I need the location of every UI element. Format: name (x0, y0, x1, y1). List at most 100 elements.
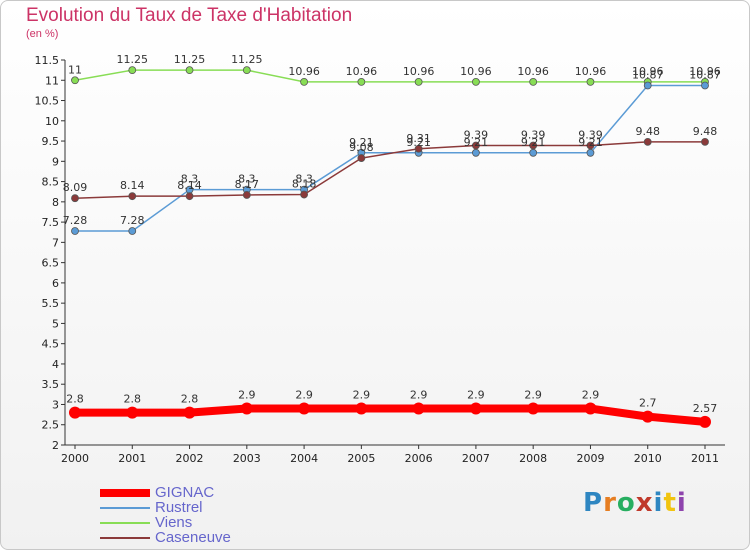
y-tick-label: 9.5 (42, 135, 60, 148)
data-label-rustrel: 9.21 (521, 136, 546, 149)
x-tick-label: 2005 (347, 452, 375, 465)
legend-swatch (100, 489, 150, 497)
y-tick-label: 3 (52, 398, 59, 411)
data-label-caseneuve: 9.48 (635, 125, 660, 138)
y-tick-label: 10.5 (35, 95, 60, 108)
y-tick-label: 5.5 (42, 297, 60, 310)
data-point-rustrel (128, 227, 137, 235)
data-label-caseneuve: 8.18 (292, 178, 317, 191)
data-point-rustrel (643, 81, 652, 90)
data-label-viens: 11.25 (231, 53, 263, 66)
y-tick-label: 4 (52, 358, 59, 371)
data-label-rustrel: 8.3 (181, 173, 199, 186)
data-point-gignac (126, 406, 139, 419)
y-tick-label: 10 (45, 115, 59, 128)
legend-label: Rustrel (155, 499, 203, 516)
data-point-viens (586, 77, 595, 86)
series-line-rustrel (74, 84, 706, 232)
y-tick-label: 3.5 (42, 378, 60, 391)
y-tick-label: 7.5 (42, 216, 60, 229)
data-point-caseneuve (586, 141, 595, 150)
data-label-viens: 10.96 (403, 65, 435, 78)
logo-letter: i (676, 488, 687, 518)
data-label-viens: 10.96 (460, 65, 492, 78)
data-label-gignac: 2.9 (353, 389, 371, 402)
data-label-gignac: 2.9 (582, 389, 600, 402)
data-label-gignac: 2.8 (66, 393, 84, 406)
data-point-gignac (298, 402, 311, 415)
legend-swatch (100, 537, 150, 539)
data-point-rustrel (529, 148, 538, 157)
data-point-viens (357, 77, 366, 86)
data-label-rustrel: 8.3 (295, 173, 313, 186)
data-point-caseneuve (529, 141, 538, 150)
data-label-gignac: 2.9 (524, 389, 542, 402)
data-point-viens (300, 77, 308, 86)
data-point-viens (472, 77, 480, 86)
y-tick-label: 4.5 (42, 338, 60, 351)
data-point-caseneuve (643, 137, 652, 146)
y-tick-label: 11 (45, 74, 59, 87)
proxiti-logo: Proxiti (583, 488, 687, 518)
data-label-gignac: 2.8 (124, 393, 142, 406)
data-point-caseneuve (414, 144, 423, 153)
logo-letter: x (635, 488, 654, 518)
data-label-gignac: 2.8 (181, 393, 199, 406)
data-label-caseneuve: 8.14 (120, 179, 145, 192)
data-label-caseneuve: 8.14 (177, 179, 202, 192)
data-label-caseneuve: 9.48 (693, 125, 718, 138)
data-point-caseneuve (357, 154, 366, 162)
data-point-gignac (527, 402, 540, 415)
data-label-caseneuve: 8.17 (235, 178, 260, 191)
data-label-caseneuve: 9.31 (406, 132, 431, 145)
logo-letter: i (653, 488, 664, 518)
legend-label: Caseneuve (155, 529, 231, 546)
data-label-rustrel: 10.87 (689, 69, 721, 82)
data-point-gignac (355, 402, 368, 415)
data-label-viens: 11 (68, 63, 82, 76)
data-label-gignac: 2.9 (238, 389, 256, 402)
y-tick-label: 6 (52, 277, 59, 290)
data-label-caseneuve: 9.39 (578, 129, 603, 142)
data-point-viens (71, 76, 79, 85)
data-point-gignac (699, 415, 711, 428)
data-label-viens: 10.96 (575, 65, 607, 78)
series-line-viens (74, 69, 706, 83)
data-label-caseneuve: 9.08 (349, 141, 374, 154)
data-point-caseneuve (701, 137, 709, 146)
data-point-gignac (641, 410, 654, 423)
chart-title: Evolution du Taux de Taxe d'Habitation (26, 5, 353, 26)
legend-swatch (100, 507, 150, 509)
data-point-rustrel (472, 148, 480, 157)
data-point-viens (529, 77, 538, 86)
legend-label: GIGNAC (155, 484, 215, 501)
x-tick-label: 2000 (61, 452, 89, 465)
data-label-viens: 10.96 (632, 65, 664, 78)
data-label-caseneuve: 9.39 (464, 129, 489, 142)
x-tick-label: 2004 (290, 452, 318, 465)
data-point-viens (414, 77, 423, 86)
data-label-rustrel: 9.21 (349, 136, 374, 149)
y-tick-label: 2.5 (42, 419, 60, 432)
y-tick-label: 11.5 (35, 54, 60, 67)
data-point-viens (242, 66, 251, 75)
legend-item-caseneuve: Caseneuve (100, 529, 231, 546)
data-point-viens (185, 66, 194, 75)
data-label-caseneuve: 8.09 (63, 181, 88, 194)
data-point-gignac (584, 402, 597, 415)
data-label-gignac: 2.9 (410, 389, 428, 402)
legend-item-viens: Viens (100, 515, 192, 530)
series-line-caseneuve (74, 141, 706, 199)
data-point-gignac (240, 402, 253, 415)
data-point-viens (128, 66, 137, 75)
series-line-gignac (71, 404, 709, 426)
legend-swatch (100, 522, 150, 524)
data-label-viens: 10.96 (346, 65, 378, 78)
data-label-rustrel: 7.28 (120, 214, 145, 227)
data-label-rustrel: 9.21 (464, 136, 489, 149)
y-tick-label: 9 (52, 155, 59, 168)
x-tick-label: 2006 (405, 452, 433, 465)
data-label-viens: 11.25 (174, 53, 206, 66)
y-tick-label: 8 (52, 196, 59, 209)
